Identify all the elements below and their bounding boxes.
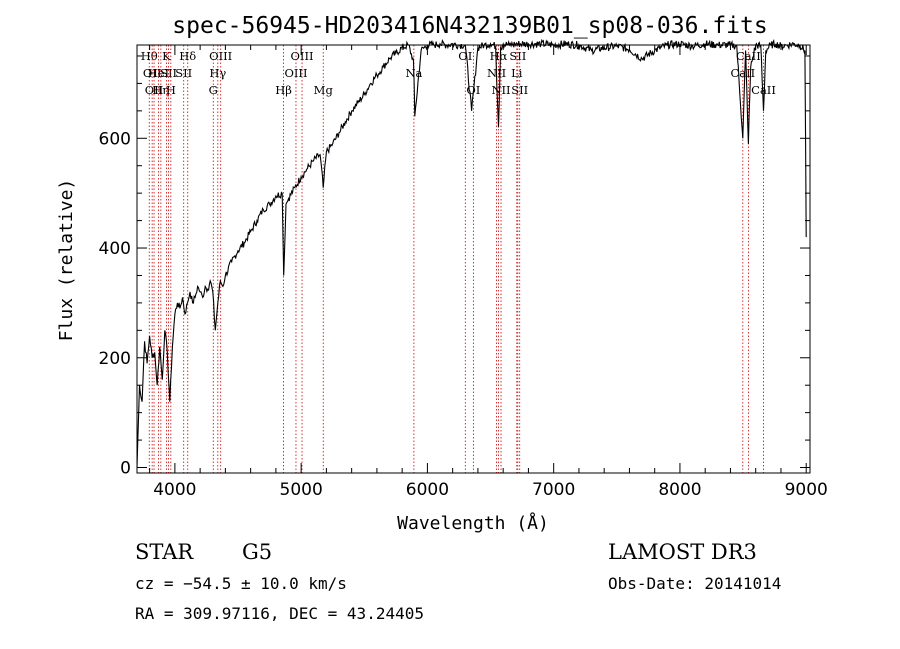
object-class: STAR [135,540,194,564]
y-tick-label-1: 200 [99,349,131,369]
x-tick-label-2: 6000 [406,480,449,500]
line-label-8: SII [175,66,192,80]
x-tick-label-1: 5000 [280,480,323,500]
line-label-24: SII [509,49,526,63]
line-label-13: Hβ [275,83,292,97]
line-label-10: Hγ [209,66,226,80]
flux-series-line [136,38,807,468]
x-axis-label: Wavelength (Å) [397,512,549,534]
line-label-15: OIII [290,49,313,63]
line-label-2: OII [145,83,164,97]
line-label-7: H [166,83,176,97]
survey-name: LAMOST DR3 [608,540,757,564]
line-label-28: CaII [751,83,776,97]
redshift-velocity: cz = −54.5 ± 10.0 km/s [135,574,347,593]
x-tick-label-5: 9000 [785,480,828,500]
y-tick-label-2: 400 [99,239,131,259]
y-axis-label: Flux (relative) [56,179,77,342]
line-label-16: Mg [314,83,334,97]
x-tick-label-0: 4000 [153,480,196,500]
line-label-12: OIII [209,49,232,63]
observation-date: Obs-Date: 20141014 [608,574,782,593]
y-axis-ticks: 0 200 400 600 [99,55,810,479]
line-label-23: Li [511,66,523,80]
line-label-3: HeI [148,66,169,80]
y-tick-label-3: 600 [99,129,131,149]
line-label-18: OI [458,49,472,63]
line-label-5: K [162,49,171,63]
line-label-11: G [209,83,218,97]
line-label-0: Hθ [141,49,158,63]
line-label-4: Hη [152,83,169,97]
y-tick-label-0: 0 [120,459,131,479]
coordinates: RA = 309.97116, DEC = 43.24405 [135,604,424,623]
x-tick-label-4: 8000 [658,480,701,500]
x-tick-label-3: 7000 [532,480,575,500]
x-axis-ticks: 4000 5000 6000 7000 8000 9000 [149,45,828,500]
line-label-6: SII [160,66,177,80]
line-label-21: Hα [490,49,508,63]
line-label-25: SII [511,83,528,97]
spectral-subclass: G5 [242,540,273,564]
line-label-9: Hδ [179,49,196,63]
line-label-1: OII [143,66,162,80]
line-label-26: CaII [730,66,755,80]
line-label-14: OIII [284,66,307,80]
line-label-22: NII [491,83,510,97]
plot-frame [136,44,811,474]
emission-line-markers: HθOIIOIIHeIHηKSIIHSIIHδHγGOIIIHβOIIIOIII… [141,45,776,473]
chart-title: spec-56945-HD203416N432139B01_sp08-036.f… [172,13,767,39]
line-label-27: CaII [736,49,761,63]
